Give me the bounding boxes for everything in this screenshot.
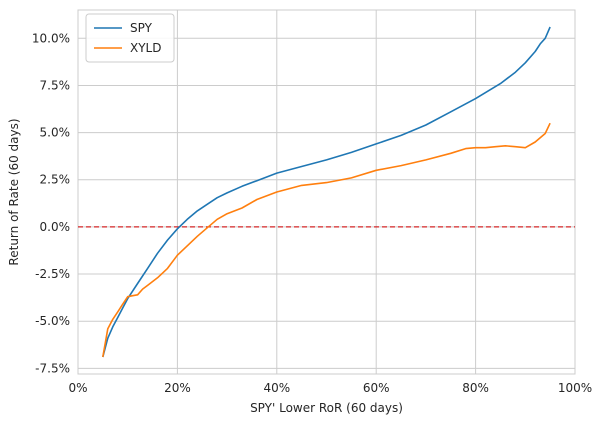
x-tick-label: 60% <box>363 381 390 395</box>
legend-label-spy: SPY <box>130 21 153 35</box>
y-tick-label: 0.0% <box>40 220 71 234</box>
x-tick-label: 100% <box>558 381 592 395</box>
legend-box <box>85 13 175 63</box>
x-axis-ticks: 0% 20% 40% 60% 80% 100% <box>68 381 592 395</box>
grid <box>77 10 576 374</box>
legend: SPY XYLD <box>85 13 175 63</box>
x-tick-label: 40% <box>263 381 290 395</box>
y-tick-label: 10.0% <box>32 31 70 45</box>
series-layer <box>102 26 551 358</box>
y-tick-label: -5.0% <box>35 314 70 328</box>
y-axis-label: Return of Rate (60 days) <box>7 118 21 265</box>
x-tick-label: 0% <box>68 381 87 395</box>
y-tick-label: -2.5% <box>35 267 70 281</box>
x-axis-label: SPY' Lower RoR (60 days) <box>250 401 403 415</box>
y-tick-label: 7.5% <box>40 78 71 92</box>
series-line-spy <box>102 26 551 358</box>
y-tick-label: -7.5% <box>35 361 70 375</box>
plot-area-frame <box>77 9 576 375</box>
x-tick-label: 80% <box>462 381 489 395</box>
legend-label-xyld: XYLD <box>130 41 161 55</box>
y-axis-ticks: -7.5% -5.0% -2.5% 0.0% 2.5% 5.0% 7.5% 10.0% <box>32 31 70 375</box>
y-tick-label: 2.5% <box>40 173 71 187</box>
series-line-xyld <box>102 122 551 358</box>
y-tick-label: 5.0% <box>40 126 71 140</box>
x-tick-label: 20% <box>164 381 191 395</box>
